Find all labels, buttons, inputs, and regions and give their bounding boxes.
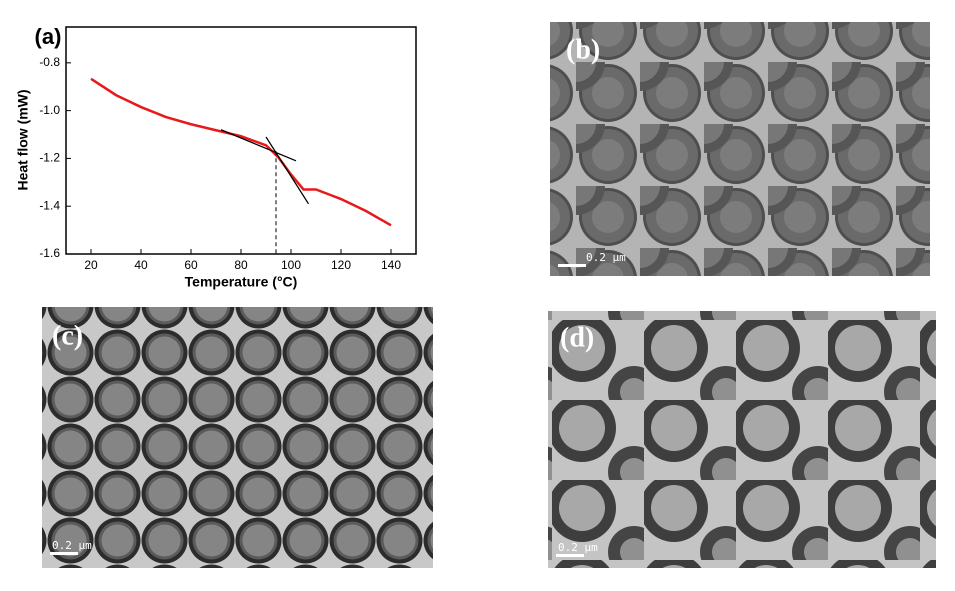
tem-image xyxy=(550,22,930,276)
panel-label: (b) xyxy=(566,34,600,65)
x-tick-label: 120 xyxy=(331,258,351,272)
scale-bar-label: 0.2 μm xyxy=(558,541,598,554)
y-tick-label: -1.4 xyxy=(39,198,60,212)
panel-label: (a) xyxy=(35,24,62,49)
micrograph-b: (b) 0.2 μm xyxy=(550,22,930,276)
scale-bar xyxy=(558,264,586,267)
y-tick-label: -1.6 xyxy=(39,246,60,260)
micrograph-c: (c) 0.2 μm xyxy=(42,307,433,568)
tem-image xyxy=(548,311,936,568)
micrograph-d: (d) 0.2 μm xyxy=(548,311,936,568)
x-tick-label: 60 xyxy=(184,258,198,272)
y-tick-label: -1.2 xyxy=(39,151,60,165)
y-axis-label: Heat flow (mW) xyxy=(15,89,31,190)
tem-image xyxy=(42,307,433,568)
scale-bar-label: 0.2 μm xyxy=(586,251,626,264)
x-tick-label: 100 xyxy=(281,258,301,272)
tangent-line xyxy=(265,136,310,205)
plot-frame xyxy=(65,26,417,255)
scale-bar xyxy=(50,552,78,555)
scale-bar xyxy=(556,554,584,557)
dsc-chart: (a) Temperature (°C) Heat flow (mW) 20 40… xyxy=(15,24,417,290)
tangent-line xyxy=(220,129,297,162)
panel-label: (c) xyxy=(52,320,83,351)
panel-label: (d) xyxy=(560,322,594,353)
x-tick-label: 80 xyxy=(234,258,248,272)
x-tick-label: 20 xyxy=(84,258,98,272)
y-tick-label: -0.8 xyxy=(39,55,60,69)
x-tick-label: 40 xyxy=(134,258,148,272)
x-tick-label: 140 xyxy=(381,258,401,272)
x-axis-label: Temperature (°C) xyxy=(185,274,298,290)
scale-bar-label: 0.2 μm xyxy=(52,539,92,552)
line xyxy=(90,77,392,227)
y-tick-label: -1.0 xyxy=(39,103,60,117)
